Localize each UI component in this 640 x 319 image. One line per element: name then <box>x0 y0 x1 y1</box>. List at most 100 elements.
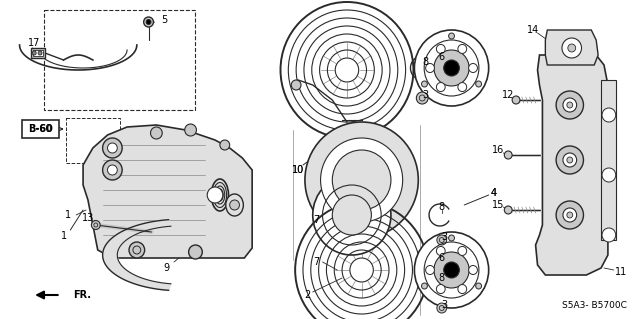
Text: B-60: B-60 <box>28 124 52 134</box>
Circle shape <box>422 81 428 87</box>
Circle shape <box>426 265 435 275</box>
Text: 12: 12 <box>502 90 515 100</box>
Polygon shape <box>102 220 171 290</box>
Circle shape <box>567 212 573 218</box>
Circle shape <box>563 208 577 222</box>
Text: 4: 4 <box>490 188 497 198</box>
Circle shape <box>332 150 391 210</box>
Circle shape <box>146 19 151 25</box>
Circle shape <box>512 96 520 104</box>
Circle shape <box>102 138 122 158</box>
Circle shape <box>150 127 162 139</box>
Circle shape <box>207 187 223 203</box>
Text: 1: 1 <box>65 210 72 220</box>
Text: 10: 10 <box>292 165 304 175</box>
Circle shape <box>230 200 239 210</box>
Circle shape <box>444 262 460 278</box>
Polygon shape <box>83 125 252 258</box>
Circle shape <box>436 285 445 293</box>
Circle shape <box>434 50 469 86</box>
Ellipse shape <box>226 194 243 216</box>
Bar <box>22 120 59 138</box>
Bar <box>44 10 195 110</box>
Polygon shape <box>536 55 608 275</box>
Text: 3: 3 <box>442 232 448 242</box>
Circle shape <box>556 91 584 119</box>
Circle shape <box>449 33 454 39</box>
Circle shape <box>562 38 582 58</box>
Text: 16: 16 <box>492 145 504 155</box>
Text: 8: 8 <box>438 202 445 212</box>
Circle shape <box>417 92 428 104</box>
Bar <box>67 118 120 163</box>
Text: 1: 1 <box>61 231 68 241</box>
Circle shape <box>602 108 616 122</box>
Circle shape <box>568 44 575 52</box>
Circle shape <box>305 122 419 238</box>
Circle shape <box>220 140 230 150</box>
Circle shape <box>414 30 489 106</box>
Text: 5: 5 <box>161 15 167 25</box>
Circle shape <box>321 138 403 222</box>
Circle shape <box>468 63 477 72</box>
Circle shape <box>436 44 445 54</box>
Text: 7: 7 <box>314 257 320 267</box>
Text: 14: 14 <box>527 25 539 35</box>
Text: B-60: B-60 <box>29 124 51 134</box>
Circle shape <box>437 303 447 313</box>
Text: 7: 7 <box>314 215 320 225</box>
Bar <box>601 80 616 240</box>
Circle shape <box>458 247 467 256</box>
Polygon shape <box>545 30 598 65</box>
Text: 17: 17 <box>28 38 40 48</box>
Circle shape <box>108 165 117 175</box>
Circle shape <box>102 160 122 180</box>
Circle shape <box>602 168 616 182</box>
Bar <box>33 50 43 56</box>
Circle shape <box>556 146 584 174</box>
Text: 2: 2 <box>305 290 311 300</box>
Circle shape <box>426 63 435 72</box>
Circle shape <box>567 157 573 163</box>
Text: 8: 8 <box>422 57 428 67</box>
Circle shape <box>556 201 584 229</box>
Circle shape <box>437 235 447 245</box>
Text: 15: 15 <box>492 200 504 210</box>
Circle shape <box>422 283 428 289</box>
Text: 6: 6 <box>438 253 445 263</box>
Circle shape <box>504 206 512 214</box>
Circle shape <box>563 153 577 167</box>
Text: 4: 4 <box>490 188 497 198</box>
Circle shape <box>567 102 573 108</box>
Circle shape <box>313 175 391 255</box>
Circle shape <box>504 151 512 159</box>
Circle shape <box>436 247 445 256</box>
Circle shape <box>129 242 145 258</box>
Text: 11: 11 <box>614 267 627 277</box>
Text: S5A3- B5700C: S5A3- B5700C <box>562 300 627 309</box>
Circle shape <box>563 98 577 112</box>
Circle shape <box>436 83 445 92</box>
Circle shape <box>414 232 489 308</box>
Circle shape <box>291 80 301 90</box>
Text: 3: 3 <box>422 90 428 100</box>
Text: 9: 9 <box>163 263 169 273</box>
Circle shape <box>458 83 467 92</box>
Text: 10: 10 <box>292 165 304 175</box>
Text: 13: 13 <box>82 213 94 223</box>
Text: 6: 6 <box>438 52 445 62</box>
Circle shape <box>92 220 100 229</box>
Text: 8: 8 <box>438 273 445 283</box>
Circle shape <box>476 81 481 87</box>
Circle shape <box>468 265 477 275</box>
Circle shape <box>185 124 196 136</box>
Circle shape <box>32 51 36 55</box>
Text: 3: 3 <box>442 300 448 310</box>
Circle shape <box>108 143 117 153</box>
Circle shape <box>38 51 42 55</box>
Circle shape <box>602 228 616 242</box>
Circle shape <box>143 17 154 27</box>
Circle shape <box>458 44 467 54</box>
Circle shape <box>444 60 460 76</box>
Circle shape <box>458 285 467 293</box>
